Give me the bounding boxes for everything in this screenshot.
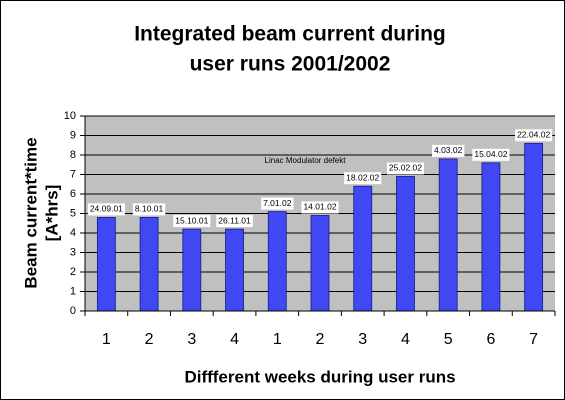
y-tick-label: 7 [70, 168, 76, 180]
date-label: 15.10.01 [175, 215, 208, 225]
date-label: 26.11.01 [218, 215, 251, 225]
y-tick-label: 2 [70, 266, 76, 278]
date-label-box [301, 201, 339, 214]
bar [396, 176, 415, 312]
date-label: 25.02.02 [389, 163, 422, 173]
date-label-box [173, 215, 211, 228]
date-label-box [261, 197, 294, 210]
x-tick-label: 3 [187, 331, 196, 348]
date-label: 24.09.01 [90, 204, 123, 214]
date-label: 18.02.02 [346, 172, 379, 182]
bar [267, 211, 287, 312]
chart-title: Integrated beam current during [134, 23, 446, 46]
bar [353, 185, 373, 312]
y-tick-label: 9 [70, 129, 76, 141]
date-label-box [344, 172, 382, 185]
y-axis-title: [A*hrs] [42, 185, 61, 242]
x-tick-label: 1 [102, 331, 111, 348]
y-tick-label: 8 [70, 149, 76, 161]
bar [182, 228, 202, 312]
x-tick-label: 1 [273, 331, 282, 348]
date-label: 7.01.02 [263, 198, 292, 208]
bar [139, 216, 159, 312]
date-label: 14.01.02 [303, 202, 336, 212]
x-tick-label: 4 [230, 331, 239, 348]
y-tick-label: 3 [70, 246, 76, 258]
date-label: 8.10.01 [135, 204, 164, 214]
y-tick-label: 10 [64, 110, 76, 122]
annotation: Linac Modulator defekt [265, 156, 347, 165]
date-label-box [132, 203, 166, 216]
x-tick-label: 2 [145, 331, 154, 348]
bar [96, 216, 116, 312]
date-label-box [216, 215, 253, 228]
bar [310, 215, 330, 312]
x-tick-label: 3 [358, 331, 367, 348]
x-tick-label: 7 [529, 331, 538, 348]
date-label-box [87, 203, 125, 216]
y-tick-label: 0 [70, 305, 76, 317]
chart-title: user runs 2001/2002 [190, 53, 391, 76]
date-label-box [515, 129, 553, 142]
bar [225, 228, 244, 312]
bar [481, 162, 501, 312]
date-label-box [431, 144, 465, 157]
date-label: 15.04.02 [474, 149, 507, 159]
bar [438, 158, 458, 312]
x-tick-label: 5 [444, 331, 453, 348]
x-tick-label: 4 [401, 331, 410, 348]
y-tick-label: 4 [70, 227, 76, 239]
date-label-box [472, 148, 510, 161]
y-axis-title: Beam current*time [21, 137, 40, 288]
y-tick-label: 6 [70, 188, 76, 200]
date-label: 4.03.02 [434, 145, 463, 155]
date-label: 22.04.02 [517, 130, 550, 140]
x-axis-title: Diffferent weeks during user runs [184, 367, 455, 386]
x-tick-label: 2 [316, 331, 325, 348]
y-tick-label: 5 [70, 207, 76, 219]
date-label-box [386, 162, 425, 175]
y-tick-label: 1 [70, 285, 76, 297]
x-tick-label: 6 [486, 331, 495, 348]
bar [524, 142, 544, 312]
